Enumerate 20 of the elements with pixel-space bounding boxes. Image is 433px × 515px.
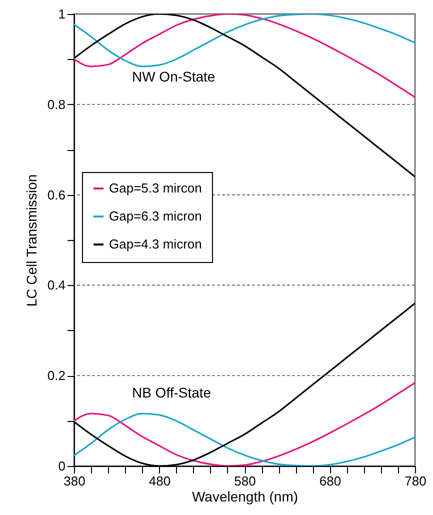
x-tick-label: 580: [234, 474, 256, 488]
y-tick-label: 0: [58, 458, 66, 474]
annotation: NW On-State: [132, 68, 216, 84]
y-tick-label: 0.4: [47, 278, 66, 293]
x-tick-label: 780: [404, 474, 426, 488]
y-axis-title: LC Cell Transmission: [23, 174, 40, 307]
line-series: [74, 14, 415, 68]
legend-label: Gap=6.3 micron: [109, 208, 202, 224]
line-series: [74, 14, 415, 98]
x-tick-label: 480: [148, 474, 171, 488]
legend-label: Gap=4.3 micron: [109, 236, 202, 252]
x-tick-label: 380: [64, 474, 86, 488]
y-tick-label: 0.6: [47, 187, 66, 202]
x-tick-label: 680: [319, 474, 342, 488]
y-tick-label: 1: [58, 6, 66, 22]
y-tick-label: 0.2: [47, 368, 66, 384]
x-axis-title: Wavelength (nm): [192, 488, 298, 504]
annotation: NB Off-State: [132, 384, 212, 401]
legend-label: Gap=5.3 mircon: [109, 180, 202, 196]
y-tick-label: 0.8: [47, 96, 66, 112]
